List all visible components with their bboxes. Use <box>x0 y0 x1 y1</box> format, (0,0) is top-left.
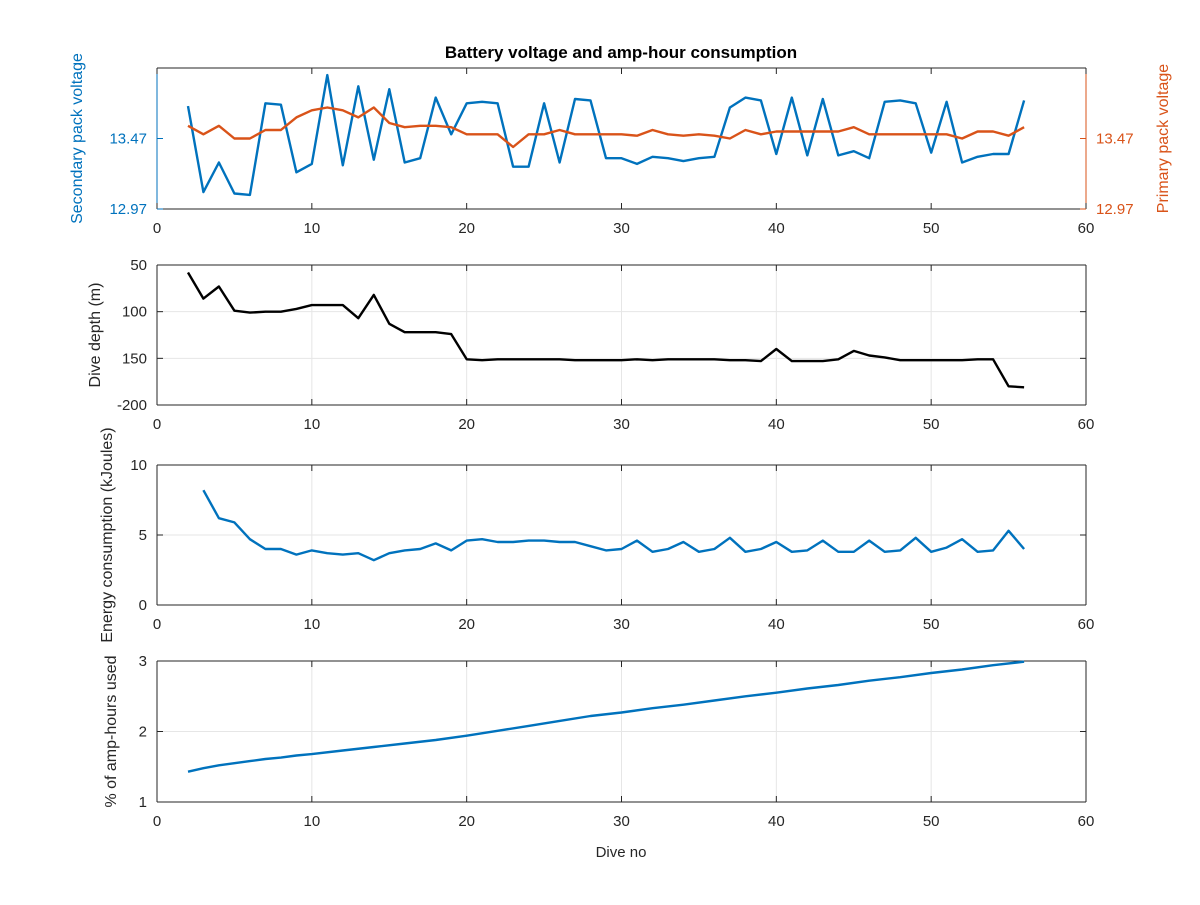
x-tick-label: 50 <box>923 220 940 237</box>
x-axis-label: Dive no <box>596 844 647 861</box>
x-tick-label: 50 <box>923 416 940 433</box>
y-tick-label: 5 <box>139 527 147 544</box>
y-tick-label: 50 <box>130 257 147 274</box>
x-tick-label: 10 <box>303 616 320 633</box>
y-axis-label: % of amp-hours used <box>103 655 120 807</box>
x-tick-label: 50 <box>923 813 940 830</box>
figure-title: Battery voltage and amp-hour consumption <box>445 43 797 62</box>
y-tick-label-right: 12.97 <box>1096 201 1134 218</box>
x-tick-label: 10 <box>303 220 320 237</box>
y-axis-label: Energy consumption (kJoules) <box>99 427 116 642</box>
x-tick-label: 20 <box>458 813 475 830</box>
y-tick-label: -200 <box>117 397 147 414</box>
subplot-1 <box>156 67 1087 210</box>
x-tick-label: 0 <box>153 813 161 830</box>
series-line-1 <box>186 73 1026 197</box>
x-tick-label: 10 <box>303 813 320 830</box>
x-tick-label: 60 <box>1078 220 1095 237</box>
x-tick-label: 40 <box>768 416 785 433</box>
x-tick-label: 0 <box>153 616 161 633</box>
y-axis-label-right: Primary pack voltage <box>1155 64 1172 213</box>
series-line-1 <box>187 660 1025 773</box>
series-line-1 <box>202 489 1026 562</box>
x-tick-label: 30 <box>613 220 630 237</box>
y-tick-label: 150 <box>122 350 147 367</box>
x-tick-label: 60 <box>1078 416 1095 433</box>
y-tick-label: 100 <box>122 304 147 321</box>
subplot-2 <box>156 264 1087 406</box>
x-tick-label: 30 <box>613 416 630 433</box>
x-tick-label: 20 <box>458 220 475 237</box>
y-axis-label: Dive depth (m) <box>87 283 104 388</box>
x-tick-label: 60 <box>1078 813 1095 830</box>
y-tick-label: 3 <box>139 653 147 670</box>
y-tick-label: 10 <box>130 457 147 474</box>
subplot-3 <box>156 464 1087 606</box>
x-tick-label: 0 <box>153 416 161 433</box>
x-tick-label: 50 <box>923 616 940 633</box>
x-tick-label: 40 <box>768 813 785 830</box>
series-line-1 <box>186 271 1025 389</box>
y-tick-label: 1 <box>139 794 147 811</box>
x-tick-label: 40 <box>768 220 785 237</box>
x-tick-label: 30 <box>613 616 630 633</box>
y-tick-label-right: 13.47 <box>1096 131 1134 148</box>
y-tick-label: 2 <box>139 724 147 741</box>
x-tick-label: 30 <box>613 813 630 830</box>
y-axis-label: Secondary pack voltage <box>69 53 86 224</box>
y-tick-label: 13.47 <box>109 131 147 148</box>
y-tick-label: 12.97 <box>109 201 147 218</box>
x-tick-label: 20 <box>458 616 475 633</box>
x-tick-label: 0 <box>153 220 161 237</box>
x-tick-label: 40 <box>768 616 785 633</box>
x-tick-label: 10 <box>303 416 320 433</box>
series-line-2 <box>187 106 1025 149</box>
subplot-4 <box>156 660 1087 803</box>
x-tick-label: 60 <box>1078 616 1095 633</box>
x-tick-label: 20 <box>458 416 475 433</box>
y-tick-label: 0 <box>139 597 147 614</box>
